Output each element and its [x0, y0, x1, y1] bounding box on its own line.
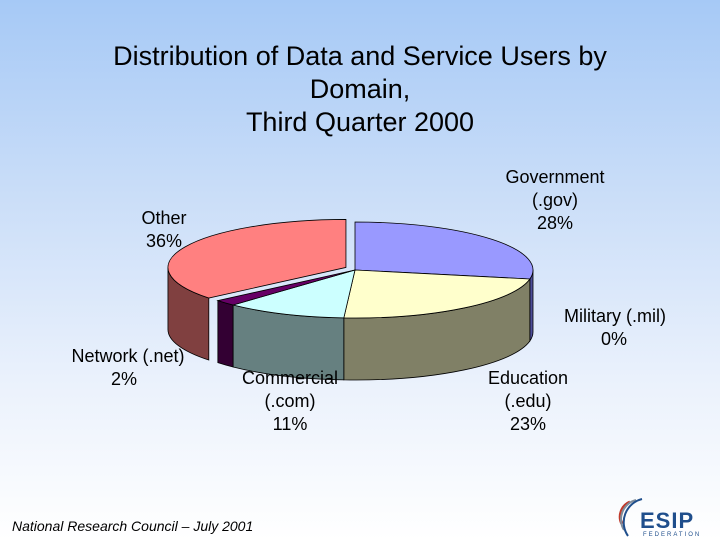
label-education-line-1: Education	[487, 368, 569, 388]
label-other-line-1: Other	[141, 208, 187, 228]
label-government: Government (.gov) 28%	[490, 166, 620, 235]
label-commercial: Commercial (.com) 11%	[222, 367, 358, 436]
pie-side-0	[529, 269, 534, 343]
label-commercial-line-2: (.com)	[264, 391, 316, 411]
label-other-line-2: 36%	[145, 231, 183, 251]
pie-slice-3	[231, 269, 356, 319]
label-network-line-1: Network (.net)	[71, 346, 185, 366]
label-government-line-2: (.gov)	[531, 190, 578, 210]
label-government-line-1: Government	[505, 167, 605, 187]
pie-side-4	[217, 300, 234, 368]
label-government-line-3: 28%	[536, 213, 574, 233]
footer-credit: National Research Council – July 2001	[12, 518, 254, 534]
label-military: Military (.mil) 0%	[548, 305, 682, 351]
label-military-line-2: 0%	[600, 329, 627, 349]
pie-slice-2	[343, 269, 531, 319]
pie-slice-4	[216, 269, 356, 306]
pie-slice-0	[354, 221, 534, 280]
label-education-line-2: (.edu)	[504, 391, 552, 411]
slide-title: Distribution of Data and Service Users b…	[40, 40, 680, 139]
label-education-line-3: 23%	[509, 414, 547, 434]
label-military-line-1: Military (.mil)	[564, 306, 666, 326]
label-other: Other 36%	[124, 207, 204, 253]
title-line-3: Third Quarter 2000	[245, 107, 475, 137]
esip-logo-subtext: FEDERATION	[643, 532, 702, 538]
title-line-2: Domain,	[309, 74, 411, 104]
pie-slice-5	[167, 219, 347, 299]
label-commercial-line-3: 11%	[272, 414, 308, 434]
label-education: Education (.edu) 23%	[468, 367, 588, 436]
label-network-line-2: 2%	[111, 369, 138, 389]
label-network: Network (.net) 2%	[56, 345, 200, 391]
title-line-1: Distribution of Data and Service Users b…	[113, 41, 607, 71]
label-commercial-line-1: Commercial	[241, 368, 338, 388]
esip-logo-icon	[618, 498, 643, 537]
esip-logo-text: ESIP	[640, 508, 695, 533]
